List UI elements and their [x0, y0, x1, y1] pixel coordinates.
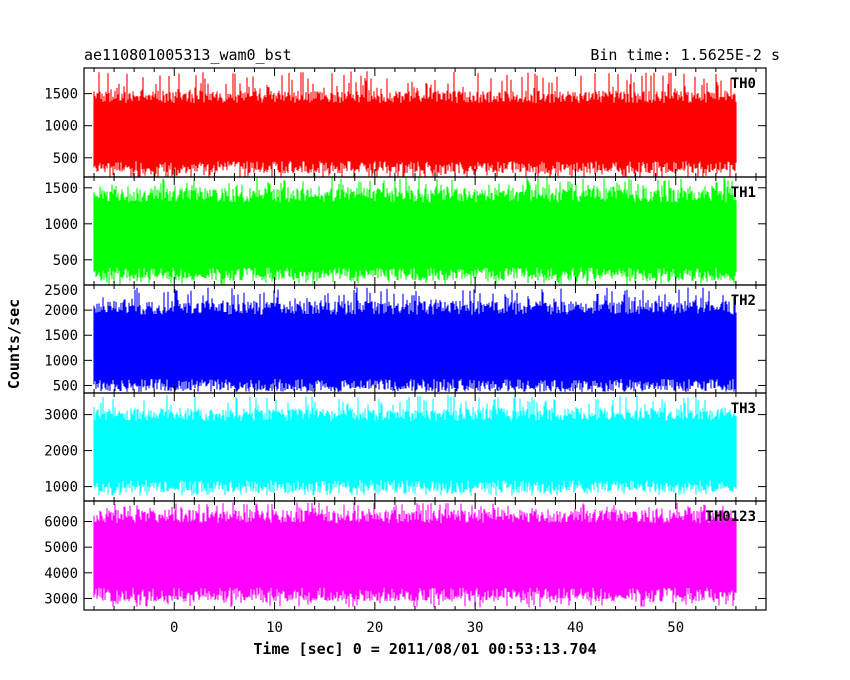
panel-th2: 500 1000 1500 2000 2500 TH2 — [44, 283, 767, 394]
y-axis-label: Counts/sec — [5, 299, 23, 389]
y-tick-label: 3000 — [44, 408, 78, 424]
panel-label-th0123: TH0123 — [705, 509, 756, 525]
series-th0 — [93, 71, 737, 177]
y-tick-label: 1000 — [44, 217, 78, 233]
y-tick-label: 2000 — [44, 303, 78, 319]
panel-frame — [83, 500, 767, 611]
y-tick-label: 1500 — [44, 87, 78, 103]
y-tick-label: 500 — [53, 253, 78, 269]
y-tick-label: 1500 — [44, 328, 78, 344]
series-th0123 — [93, 502, 737, 608]
chart-title-right: Bin time: 1.5625E-2 s — [590, 46, 780, 64]
x-tick-label: 20 — [366, 620, 383, 636]
panel-th0123: 3000 4000 5000 6000 TH0123 — [44, 500, 767, 611]
y-tick-label: 1000 — [44, 119, 78, 135]
y-tick-label: 1500 — [44, 181, 78, 197]
panels-group: 500 1000 1500 TH0 500 1000 1500 TH1 500 1000 1500 2… — [44, 67, 767, 611]
panel-label-th1: TH1 — [731, 185, 756, 201]
x-tick-label: 30 — [467, 620, 484, 636]
y-tick-label: 5000 — [44, 540, 78, 556]
y-tick-label: 4000 — [44, 566, 78, 582]
panel-th1: 500 1000 1500 TH1 — [44, 176, 767, 286]
x-tick-label: 10 — [266, 620, 283, 636]
y-tick-label: 2500 — [44, 283, 78, 299]
x-tick-label: 40 — [567, 620, 584, 636]
series-th3 — [93, 395, 737, 496]
series-th1 — [93, 177, 737, 285]
panel-th0: 500 1000 1500 TH0 — [44, 67, 767, 178]
x-axis: 0 10 20 30 40 50 — [170, 620, 684, 636]
chart-title-left: ae110801005313_wam0_bst — [84, 46, 292, 64]
x-tick-label: 0 — [170, 620, 178, 636]
y-tick-label: 500 — [53, 378, 78, 394]
y-tick-label: 1000 — [44, 480, 78, 496]
y-tick-label: 2000 — [44, 444, 78, 460]
panel-label-th0: TH0 — [731, 76, 756, 92]
series-th2 — [93, 287, 737, 392]
y-tick-label: 500 — [53, 151, 78, 167]
panel-label-th3: TH3 — [731, 401, 756, 417]
y-tick-label: 3000 — [44, 591, 78, 607]
y-tick-label: 1000 — [44, 353, 78, 369]
x-tick-label: 50 — [667, 620, 684, 636]
panel-th3: 1000 2000 3000 TH3 — [44, 392, 767, 502]
panel-label-th2: TH2 — [731, 293, 756, 309]
y-tick-label: 6000 — [44, 515, 78, 531]
x-axis-label: Time [sec] 0 = 2011/08/01 00:53:13.704 — [253, 640, 596, 658]
